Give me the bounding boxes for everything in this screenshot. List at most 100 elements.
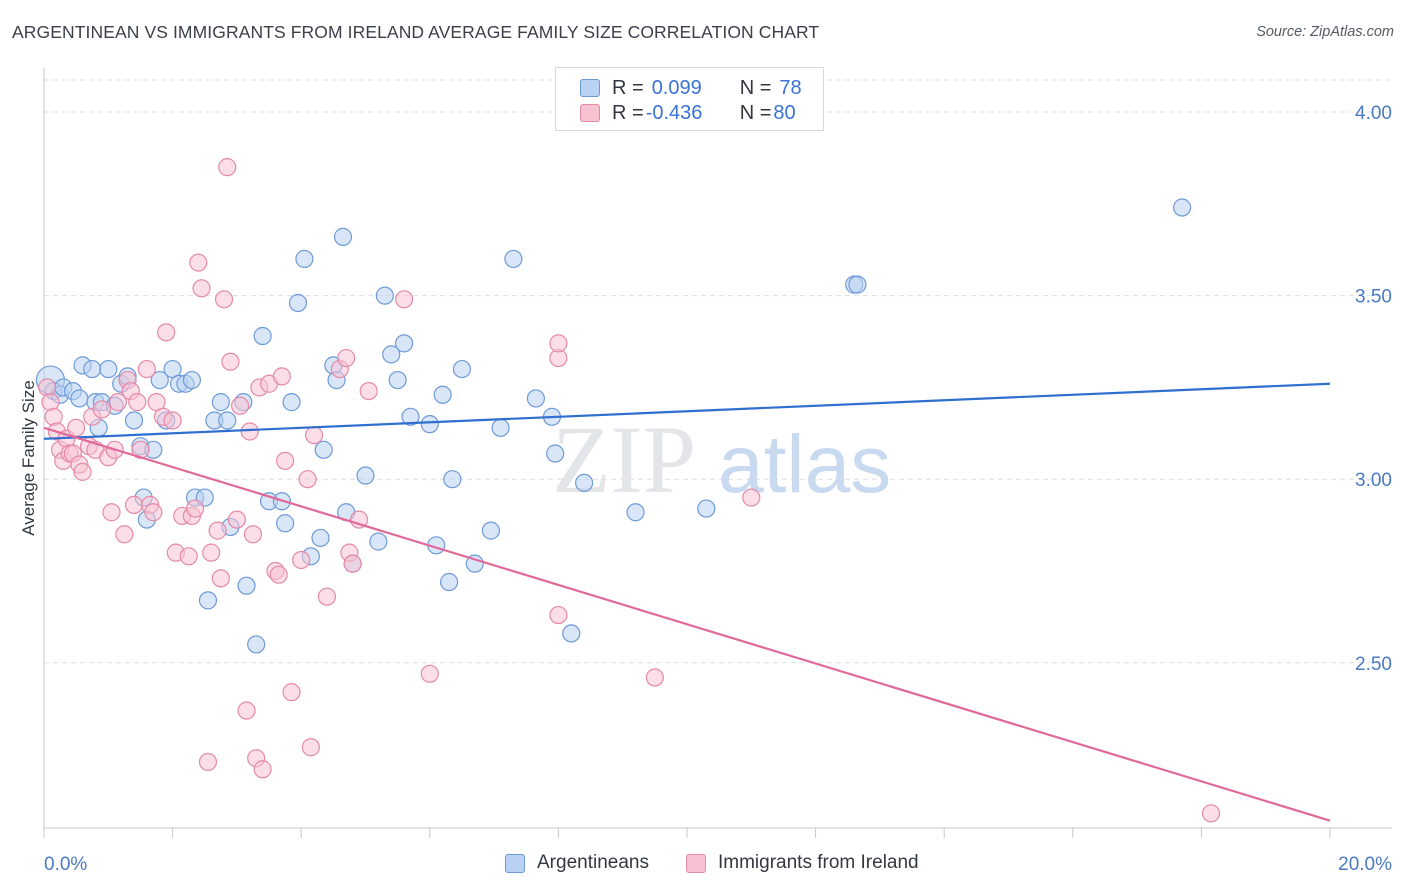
- point-argentineans: [504, 249, 523, 269]
- point-ireland: [211, 569, 230, 588]
- point-ireland: [645, 668, 664, 687]
- gridlines: [44, 79, 1392, 664]
- y-tick-label: 3.00: [1355, 470, 1392, 491]
- point-argentineans: [124, 411, 144, 430]
- point-argentineans: [288, 293, 308, 313]
- point-ireland: [179, 547, 198, 566]
- point-argentineans: [562, 624, 581, 643]
- point-argentineans: [237, 576, 256, 595]
- point-ireland: [124, 495, 144, 515]
- point-argentineans: [375, 286, 394, 305]
- point-argentineans: [247, 635, 266, 654]
- point-ireland: [192, 279, 211, 298]
- point-ireland: [214, 290, 234, 309]
- point-argentineans: [575, 473, 594, 492]
- point-ireland: [301, 738, 320, 757]
- point-argentineans: [356, 466, 375, 485]
- n-label: N =: [739, 101, 772, 124]
- point-argentineans: [99, 359, 118, 379]
- point-ireland: [41, 393, 60, 412]
- point-ireland: [221, 352, 240, 371]
- point-argentineans: [211, 393, 230, 412]
- point-ireland: [317, 587, 337, 606]
- point-argentineans: [314, 440, 333, 459]
- point-argentineans: [401, 407, 420, 426]
- legend-swatch-pink: [686, 853, 706, 873]
- point-argentineans: [295, 249, 314, 269]
- point-ireland: [115, 525, 134, 544]
- point-ireland: [202, 543, 221, 562]
- stats-swatch-blue: [580, 79, 600, 97]
- stats-row-ireland: R = -0.436 N = 80: [580, 101, 796, 125]
- n-value: 78: [779, 76, 802, 99]
- point-ireland: [420, 664, 439, 683]
- n-value: 80: [773, 101, 796, 124]
- point-ireland: [253, 760, 272, 779]
- stats-swatch-pink: [580, 104, 600, 122]
- point-ireland: [198, 752, 218, 772]
- stats-row-argentineans: R = 0.099 N = 78: [580, 76, 802, 100]
- point-argentineans: [481, 521, 500, 540]
- y-tick-label: 3.50: [1355, 287, 1392, 308]
- point-argentineans: [439, 572, 459, 592]
- point-ireland: [73, 462, 92, 481]
- point-ireland: [218, 158, 237, 177]
- y-tick-label: 4.00: [1355, 103, 1392, 124]
- tick-labels: 2.50 3.00 3.50 4.00 0.0% 20.0%: [44, 103, 1392, 875]
- point-argentineans: [388, 370, 407, 390]
- point-argentineans: [848, 275, 867, 294]
- r-label: R =: [612, 101, 644, 124]
- point-ireland: [208, 521, 227, 540]
- point-argentineans: [1173, 198, 1192, 217]
- point-ireland: [304, 426, 324, 445]
- point-ireland: [1201, 804, 1221, 823]
- stats-legend: R = 0.099 N = 78 R = -0.436 N = 80: [555, 67, 824, 131]
- watermark: ZIP atlas: [552, 406, 891, 513]
- point-ireland: [189, 253, 208, 272]
- legend-label-argentineans: Argentineans: [537, 852, 649, 873]
- point-argentineans: [253, 326, 272, 346]
- trend-line-ireland: [43, 426, 1331, 822]
- point-ireland: [240, 422, 259, 441]
- point-argentineans: [382, 345, 401, 364]
- point-ireland: [269, 565, 288, 584]
- n-label: N =: [739, 76, 772, 99]
- legend-item-ireland[interactable]: Immigrants from Ireland: [686, 852, 919, 874]
- point-ireland: [276, 451, 295, 470]
- point-ireland: [337, 348, 356, 368]
- r-value: -0.436: [645, 101, 703, 124]
- series-immigrants-from-ireland: [38, 158, 1221, 823]
- point-argentineans: [394, 334, 414, 353]
- point-argentineans: [218, 411, 237, 430]
- point-ireland: [144, 503, 163, 522]
- watermark-zip: ZIP: [552, 406, 696, 513]
- point-argentineans: [443, 470, 462, 489]
- trend-line-argentineans: [43, 382, 1331, 440]
- x-tick-label: 20.0%: [1338, 854, 1392, 875]
- point-argentineans: [626, 503, 645, 522]
- x-tick-label: 0.0%: [44, 854, 87, 875]
- point-argentineans: [182, 370, 201, 390]
- point-argentineans: [198, 591, 218, 610]
- r-value: 0.099: [651, 76, 702, 99]
- point-argentineans: [546, 444, 565, 463]
- point-ireland: [157, 323, 176, 342]
- point-argentineans: [526, 389, 545, 408]
- point-ireland: [549, 334, 568, 353]
- point-ireland: [108, 393, 128, 412]
- point-ireland: [44, 407, 63, 426]
- trend-lines: [43, 382, 1331, 822]
- point-ireland: [359, 381, 378, 401]
- y-tick-label: 2.50: [1355, 654, 1392, 675]
- point-ireland: [343, 554, 362, 573]
- axes: [43, 68, 1392, 838]
- series-legend: Argentineans Immigrants from Ireland: [0, 852, 1406, 878]
- legend-item-argentineans[interactable]: Argentineans: [505, 852, 649, 874]
- point-argentineans: [697, 499, 716, 518]
- point-ireland: [92, 400, 111, 419]
- point-ireland: [67, 418, 86, 437]
- point-argentineans: [333, 227, 353, 246]
- point-ireland: [742, 488, 761, 507]
- point-argentineans: [70, 389, 89, 408]
